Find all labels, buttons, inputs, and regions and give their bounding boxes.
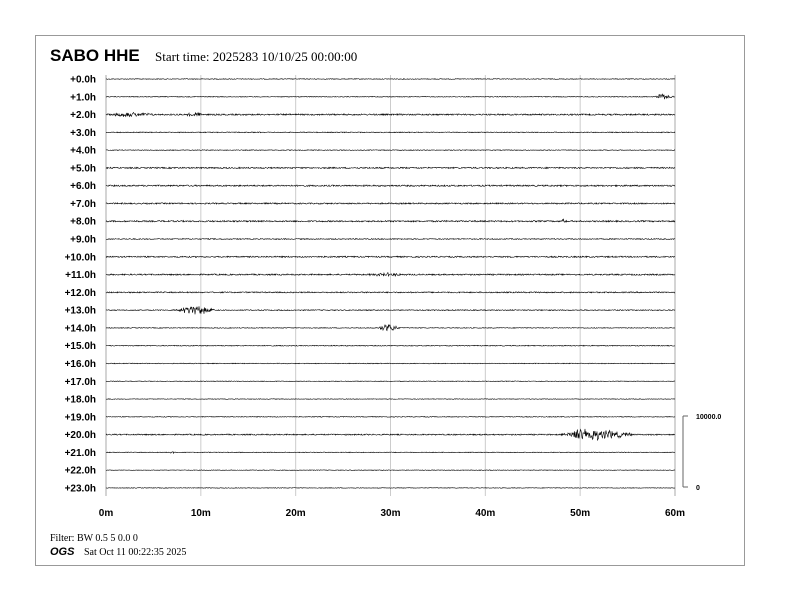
row-label: +21.0h	[65, 448, 96, 459]
trace-line	[105, 428, 676, 441]
trace-line	[105, 184, 676, 188]
row-label: +7.0h	[70, 199, 96, 210]
trace-line	[105, 415, 676, 418]
org-logo-text: OGS	[50, 546, 75, 558]
row-label: +12.0h	[65, 288, 96, 299]
trace-line	[105, 272, 676, 278]
trace-line	[105, 398, 676, 400]
trace-line	[105, 451, 676, 455]
row-label: +15.0h	[65, 341, 96, 352]
row-label: +20.0h	[65, 430, 96, 441]
filter-label: Filter: BW 0.5 5 0.0 0	[50, 533, 138, 544]
trace-line	[105, 237, 676, 241]
trace-line	[105, 202, 676, 205]
row-label: +11.0h	[65, 270, 96, 281]
row-label: +9.0h	[70, 235, 96, 246]
row-label: +1.0h	[70, 92, 96, 103]
x-tick-label: 0m	[99, 508, 114, 519]
trace-line	[105, 344, 676, 347]
plot-frame	[35, 35, 745, 566]
trace-line	[105, 323, 676, 332]
x-tick-label: 60m	[665, 508, 685, 519]
trace-line	[105, 93, 676, 100]
row-label: +19.0h	[65, 412, 96, 423]
trace-line	[105, 487, 676, 489]
trace-line	[105, 306, 676, 315]
row-label: +18.0h	[65, 395, 96, 406]
x-tick-label: 40m	[475, 508, 495, 519]
row-label: +4.0h	[70, 146, 96, 157]
row-label: +5.0h	[70, 163, 96, 174]
trace-line	[105, 166, 676, 170]
row-label: +13.0h	[65, 306, 96, 317]
x-tick-label: 10m	[191, 508, 211, 519]
trace-line	[105, 218, 676, 224]
row-label: +8.0h	[70, 217, 96, 228]
row-label: +6.0h	[70, 181, 96, 192]
trace-line	[105, 111, 676, 118]
trace-line	[105, 149, 676, 151]
start-time: Start time: 2025283 10/10/25 00:00:00	[155, 49, 358, 64]
row-label: +0.0h	[70, 75, 96, 86]
trace-line	[105, 255, 676, 259]
generated-date: Sat Oct 11 00:22:35 2025	[84, 547, 187, 558]
row-label: +10.0h	[65, 252, 96, 263]
trace-line	[105, 469, 676, 471]
row-label: +22.0h	[65, 466, 96, 477]
row-label: +14.0h	[65, 323, 96, 334]
x-tick-label: 30m	[380, 508, 400, 519]
trace-line	[105, 78, 676, 80]
row-label: +23.0h	[65, 483, 96, 494]
row-label: +16.0h	[65, 359, 96, 370]
trace-line	[105, 131, 676, 134]
scale-bottom-label: 0	[696, 485, 700, 492]
trace-line	[105, 362, 676, 365]
row-label: +3.0h	[70, 128, 96, 139]
trace-line	[105, 380, 676, 383]
row-label: +17.0h	[65, 377, 96, 388]
x-tick-label: 20m	[286, 508, 306, 519]
station-title: SABO HHE	[50, 46, 140, 65]
x-tick-label: 50m	[570, 508, 590, 519]
row-label: +2.0h	[70, 110, 96, 121]
trace-line	[105, 291, 676, 294]
scale-top-label: 10000.0	[696, 414, 721, 421]
